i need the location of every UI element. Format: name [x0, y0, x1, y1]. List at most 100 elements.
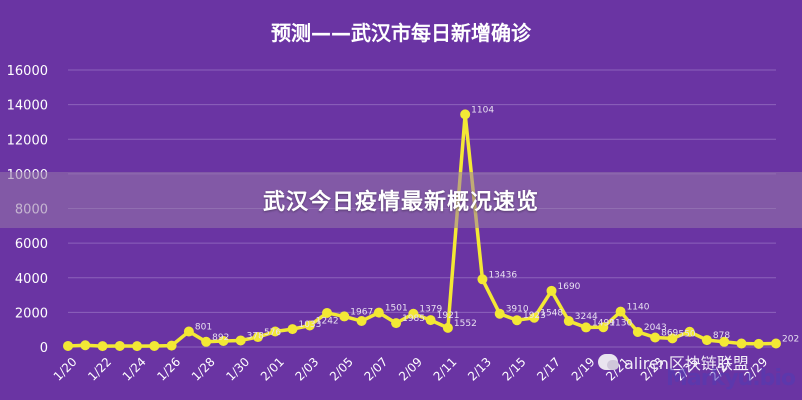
data-point	[598, 322, 609, 333]
data-point	[753, 338, 764, 349]
data-point	[166, 340, 177, 351]
x-tick-label: 2/07	[362, 355, 391, 384]
data-label: 1552	[454, 319, 477, 329]
x-tick-label: 2/15	[500, 355, 529, 384]
data-label: 1690	[558, 282, 581, 292]
x-tick-label: 1/30	[223, 355, 252, 384]
data-point	[97, 341, 108, 352]
data-point	[304, 320, 315, 331]
x-tick-label: 1/24	[120, 355, 149, 384]
data-point	[581, 322, 592, 333]
watermark-brand: Markyu.bio	[666, 366, 796, 391]
y-tick-label: 2000	[15, 306, 48, 321]
data-label: 576	[264, 328, 281, 338]
data-point	[252, 332, 263, 343]
data-label: 3910	[506, 305, 529, 315]
wechat-icon	[598, 354, 619, 370]
watermark-text: aliren区块链联盟	[624, 354, 749, 373]
data-point	[511, 315, 522, 326]
data-point	[736, 338, 747, 349]
data-point	[270, 326, 281, 337]
data-label: 892	[212, 333, 229, 343]
x-tick-label: 1/20	[51, 355, 80, 384]
x-tick-label: 1/26	[154, 355, 183, 384]
data-point	[563, 316, 574, 327]
data-label: 1499	[592, 318, 615, 328]
data-point	[114, 340, 125, 351]
series-points	[63, 109, 781, 352]
data-point	[771, 338, 781, 349]
headline-banner: 武汉今日疫情最新概况速览	[0, 172, 802, 228]
data-point	[477, 274, 488, 285]
data-point	[235, 335, 246, 346]
y-tick-label: 0	[40, 341, 48, 356]
data-label: 3244	[575, 312, 598, 322]
data-label: 1921	[437, 311, 460, 321]
y-tick-label: 12000	[7, 133, 48, 148]
data-label: 878	[713, 331, 730, 341]
data-label: 801	[195, 323, 212, 333]
x-tick-label: 2/09	[396, 355, 425, 384]
data-point	[218, 335, 229, 346]
x-tick-label: 2/01	[258, 355, 287, 384]
data-label: 13436	[488, 270, 517, 280]
data-point	[408, 308, 419, 319]
data-point	[529, 312, 540, 323]
data-point	[201, 336, 212, 347]
x-tick-label: 2/05	[327, 355, 356, 384]
data-point	[149, 340, 160, 351]
data-point	[701, 335, 712, 346]
data-point	[546, 285, 557, 296]
data-point	[287, 324, 298, 335]
data-point	[442, 322, 453, 333]
data-label: 2043	[644, 323, 667, 333]
data-point	[63, 340, 73, 351]
data-point	[132, 341, 143, 352]
data-point	[322, 307, 333, 318]
data-label: 1379	[419, 305, 442, 315]
data-point	[391, 318, 402, 329]
data-point	[667, 333, 678, 344]
data-label: 202	[782, 335, 799, 345]
data-label: 1548	[540, 309, 563, 319]
data-point	[494, 308, 505, 319]
chart-title: 预测——武汉市每日新增确诊	[271, 21, 532, 45]
data-point	[425, 315, 436, 326]
x-tick-label: 1/28	[189, 355, 218, 384]
x-tick-label: 1/22	[85, 355, 114, 384]
x-tick-label: 2/13	[465, 355, 494, 384]
headline-text: 武汉今日疫情最新概况速览	[262, 190, 539, 215]
data-point	[684, 326, 695, 337]
data-label: 1104	[471, 105, 494, 115]
data-point	[373, 307, 384, 318]
data-point	[80, 340, 91, 351]
data-point	[183, 326, 194, 337]
x-tick-label: 2/19	[569, 355, 598, 384]
x-tick-label: 2/17	[534, 355, 563, 384]
data-label: 1967	[350, 307, 373, 317]
y-tick-label: 16000	[7, 64, 48, 79]
data-label: 378	[247, 331, 264, 341]
data-point	[632, 326, 643, 337]
data-label: 1242	[316, 316, 339, 326]
data-point	[650, 332, 661, 343]
data-label: 1140	[627, 303, 650, 313]
data-label: 869	[661, 328, 678, 338]
data-point	[460, 109, 471, 120]
data-label: 550	[678, 329, 695, 339]
data-label: 1923	[523, 311, 546, 321]
y-tick-label: 4000	[15, 272, 48, 287]
data-point	[356, 316, 367, 327]
watermark: aliren区块链联盟	[598, 350, 749, 374]
data-point	[339, 311, 350, 322]
x-tick-label: 2/11	[431, 355, 460, 384]
data-label: 1033	[298, 320, 321, 330]
data-label: 1501	[385, 304, 408, 314]
data-label: 1985	[402, 314, 425, 324]
data-point	[719, 336, 730, 347]
x-tick-label: 2/03	[292, 355, 321, 384]
y-tick-label: 6000	[15, 237, 48, 252]
data-label: 1130	[609, 318, 632, 328]
